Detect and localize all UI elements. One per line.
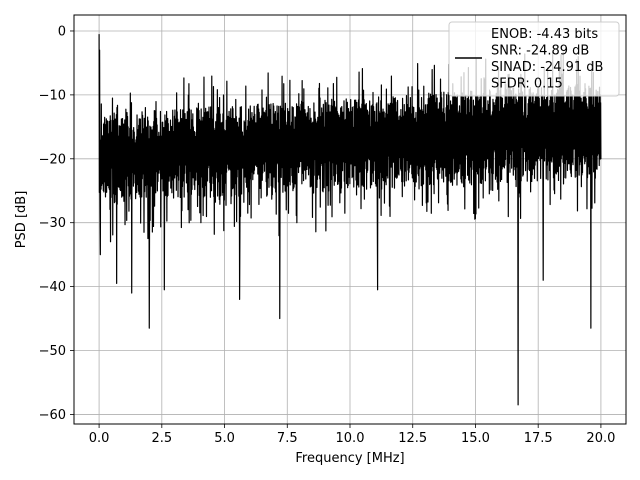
y-tick-label: 0 xyxy=(58,24,66,39)
legend: ENOB: -4.43 bits SNR: -24.89 dB SINAD: -… xyxy=(448,21,620,97)
y-tick-label: −60 xyxy=(39,408,66,423)
series-group xyxy=(98,34,602,406)
y-tick-label: −40 xyxy=(39,280,66,295)
x-tick-label: 10.0 xyxy=(336,431,365,446)
legend-snr-text: SNR: -24.89 dB xyxy=(491,44,589,59)
x-tick-label: 12.5 xyxy=(398,431,427,446)
legend-box xyxy=(448,21,620,97)
psd-series-line xyxy=(98,34,602,406)
x-axis: 0.0 2.5 5.0 7.5 10.0 12.5 15.0 17.5 20.0 xyxy=(89,424,615,446)
legend-enob-text: ENOB: -4.43 bits xyxy=(491,27,598,42)
x-tick-label: 20.0 xyxy=(586,431,615,446)
x-tick-label: 17.5 xyxy=(524,431,553,446)
x-tick-label: 0.0 xyxy=(89,431,110,446)
y-axis: 0 −10 −20 −30 −40 −50 −60 xyxy=(39,24,74,423)
x-tick-label: 15.0 xyxy=(461,431,490,446)
x-tick-label: 5.0 xyxy=(214,431,235,446)
x-axis-label: Frequency [MHz] xyxy=(295,451,404,466)
legend-sinad-text: SINAD: -24.91 dB xyxy=(491,60,603,75)
x-tick-label: 2.5 xyxy=(151,431,172,446)
y-axis-label: PSD [dB] xyxy=(14,191,29,249)
y-tick-label: −30 xyxy=(39,216,66,231)
x-tick-label: 7.5 xyxy=(277,431,298,446)
legend-sfdr-text: SFDR: 0.15 xyxy=(491,77,563,92)
y-tick-label: −10 xyxy=(39,88,66,103)
y-tick-label: −50 xyxy=(39,344,66,359)
y-tick-label: −20 xyxy=(39,152,66,167)
